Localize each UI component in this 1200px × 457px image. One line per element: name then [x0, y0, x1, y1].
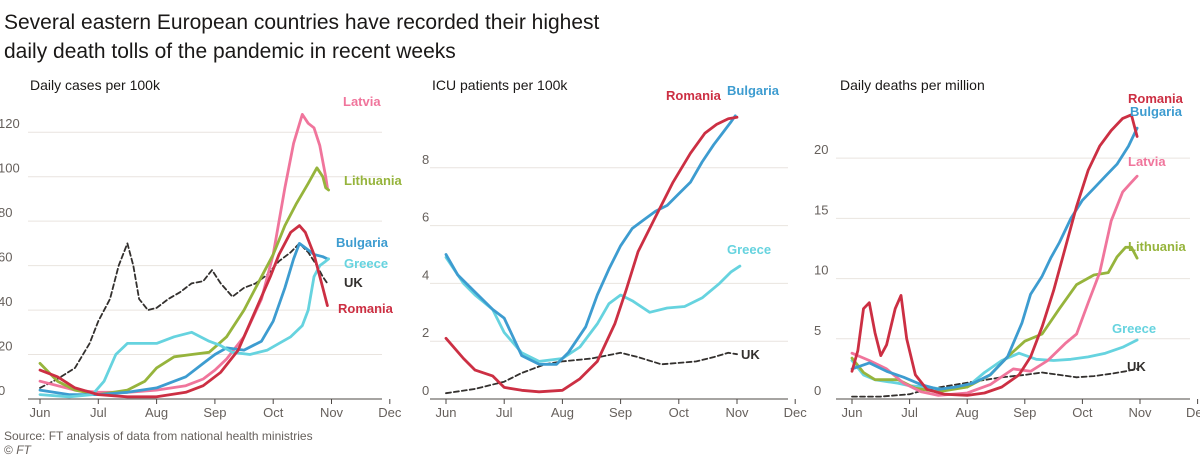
- x-tick-label: Nov: [320, 405, 344, 420]
- x-tick-label: Jun: [842, 405, 863, 420]
- series-line-bulgaria: [38, 242, 329, 396]
- series-label-romania: Romania: [666, 88, 722, 103]
- y-tick-label: 60: [0, 250, 12, 265]
- copyright-name: FT: [16, 443, 31, 457]
- series-line-lithuania: [38, 166, 330, 396]
- y-tick-label: 20: [0, 339, 12, 354]
- x-tick-label: Aug: [956, 405, 979, 420]
- y-tick-label: 10: [814, 263, 828, 278]
- x-tick-label: Oct: [1072, 405, 1093, 420]
- x-tick-label: Jul: [90, 405, 107, 420]
- series-label-uk: UK: [1127, 359, 1146, 374]
- panel-title: ICU patients per 100k: [432, 77, 568, 93]
- series-line-uk: [445, 351, 738, 395]
- x-tick-label: Sep: [203, 405, 226, 420]
- series-line-latvia: [850, 174, 1139, 397]
- copyright-symbol: ©: [4, 443, 13, 457]
- x-tick-label: Aug: [145, 405, 168, 420]
- x-tick-label: Aug: [551, 405, 574, 420]
- series-line-bulgaria: [444, 114, 737, 366]
- series-line-greece: [444, 255, 742, 363]
- series-label-bulgaria: Bulgaria: [1130, 104, 1183, 119]
- x-tick-label: Dec: [1186, 405, 1200, 420]
- chart-panel-1: Daily cases per 100k 0 20 40 60 80 100 120 Jun Ju…: [0, 77, 403, 420]
- x-tick-label: Jul: [496, 405, 513, 420]
- y-tick-label: 0: [0, 383, 5, 398]
- y-tick-label: 2: [422, 325, 429, 340]
- series-line-romania: [850, 113, 1139, 397]
- series-line-greece: [850, 338, 1139, 391]
- series-label-latvia: Latvia: [1128, 154, 1166, 169]
- chart-title-line-1: Several eastern European countries have …: [4, 11, 600, 34]
- y-tick-label: 120: [0, 116, 20, 131]
- x-tick-label: Dec: [378, 405, 402, 420]
- x-tick-label: Jul: [901, 405, 918, 420]
- x-tick-label: Sep: [1013, 405, 1036, 420]
- x-tick-label: Oct: [669, 405, 690, 420]
- series-label-greece: Greece: [727, 242, 771, 257]
- series-label-uk: UK: [344, 275, 363, 290]
- footer: Source: FT analysis of data from nationa…: [4, 429, 313, 457]
- series-label-romania: Romania: [1128, 91, 1184, 106]
- y-tick-label: 80: [0, 205, 12, 220]
- series-label-lithuania: Lithuania: [344, 173, 403, 188]
- x-tick-label: Sep: [609, 405, 632, 420]
- y-tick-label: 0: [422, 383, 429, 398]
- x-tick-label: Nov: [1128, 405, 1152, 420]
- series-label-bulgaria: Bulgaria: [727, 83, 780, 98]
- series-label-bulgaria: Bulgaria: [336, 235, 389, 250]
- x-tick-label: Oct: [263, 405, 284, 420]
- y-tick-label: 4: [422, 267, 429, 282]
- y-tick-label: 5: [814, 323, 821, 338]
- y-tick-label: 40: [0, 294, 12, 309]
- chart-title: Several eastern European countries have …: [4, 8, 764, 66]
- series-label-latvia: Latvia: [343, 94, 381, 109]
- series-line-bulgaria: [850, 126, 1139, 391]
- x-tick-label: Dec: [784, 405, 808, 420]
- y-tick-label: 100: [0, 161, 20, 176]
- source-note: Source: FT analysis of data from nationa…: [4, 429, 313, 443]
- series-label-uk: UK: [741, 347, 760, 362]
- series-line-latvia: [38, 113, 329, 394]
- y-tick-label: 15: [814, 202, 828, 217]
- y-tick-label: 6: [422, 210, 429, 225]
- x-tick-label: Jun: [436, 405, 457, 420]
- y-tick-label: 20: [814, 142, 828, 157]
- chart-panel-3: Daily deaths per million 0 5 10 15 20 Jun Jul Au…: [814, 77, 1200, 420]
- copyright: © FT: [4, 443, 313, 457]
- panel-title: Daily deaths per million: [840, 77, 985, 93]
- series-line-romania: [444, 115, 739, 394]
- chart-title-line-2: daily death tolls of the pandemic in rec…: [4, 40, 456, 63]
- y-tick-label: 8: [422, 152, 429, 167]
- panel-title: Daily cases per 100k: [30, 77, 161, 93]
- series-line-romania: [38, 224, 329, 399]
- series-label-greece: Greece: [1112, 321, 1156, 336]
- y-tick-label: 0: [814, 383, 821, 398]
- series-line-greece: [38, 257, 330, 399]
- chart-panel-2: ICU patients per 100k 0 2 4 6 8 Jun Jul Aug Sep Oc…: [422, 77, 807, 420]
- series-label-romania: Romania: [338, 301, 394, 316]
- x-tick-label: Jun: [30, 405, 51, 420]
- series-line-uk: [39, 242, 329, 389]
- x-tick-label: Nov: [725, 405, 749, 420]
- series-label-lithuania: Lithuania: [1128, 239, 1187, 254]
- series-label-greece: Greece: [344, 256, 388, 271]
- series-line-uk: [851, 368, 1138, 398]
